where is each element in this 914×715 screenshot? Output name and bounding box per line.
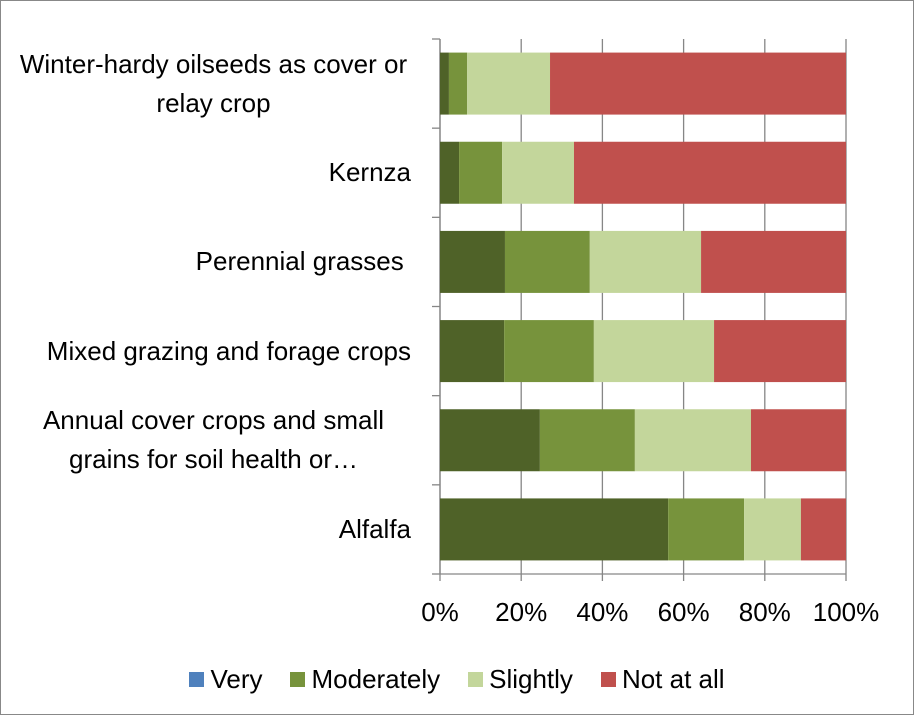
bar-segment [800, 498, 846, 561]
bar-segment [744, 498, 801, 561]
legend: Very Moderately Slightly Not at all [1, 661, 913, 697]
bar-segment [440, 498, 669, 561]
legend-swatch [600, 671, 616, 687]
x-tick-label: 0% [421, 597, 459, 627]
legend-label: Very [210, 663, 263, 694]
legend-swatch [189, 671, 205, 687]
bar-segment [750, 409, 846, 472]
category-label-box: Kernza [329, 128, 411, 217]
x-tick-label: 100% [813, 597, 880, 627]
bar-segment [440, 409, 540, 472]
x-tick-label: 40% [576, 597, 628, 627]
bar-segment [440, 52, 449, 115]
legend-item: Not at all [600, 663, 725, 695]
legend-swatch [468, 671, 484, 687]
bar-segment [714, 320, 846, 383]
category-label: Annual cover crops and small grains for … [42, 405, 392, 475]
bar-segment [589, 230, 702, 293]
category-label: Perennial grasses [195, 246, 411, 277]
legend-swatch [290, 671, 306, 687]
category-label-box: Winter-hardy oilseeds as cover or relay … [16, 39, 411, 128]
bar-segment [668, 498, 745, 561]
legend-label: Not at all [621, 663, 725, 694]
bar-segment [539, 409, 635, 472]
category-label: Alfalfa [338, 513, 411, 544]
bar-segment [634, 409, 751, 472]
legend-label: Moderately [311, 663, 441, 694]
legend-item: Moderately [290, 664, 440, 695]
legend-label: Slightly [489, 663, 573, 694]
category-label-box: Perennial grasses [196, 217, 411, 306]
category-label: Kernza [328, 157, 411, 188]
x-tick-label: 20% [495, 597, 547, 627]
category-label: Mixed grazing and forage crops [46, 335, 411, 366]
legend-item: Very [189, 664, 262, 695]
bar-segment [504, 320, 594, 383]
bar-segment [467, 52, 551, 115]
bar-segment [448, 52, 468, 115]
bar-segment [502, 141, 574, 204]
bar-segment [459, 141, 503, 204]
x-tick-label: 60% [658, 597, 710, 627]
category-label-box: Alfalfa [339, 485, 411, 574]
bar-segment [440, 320, 505, 383]
legend-item: Slightly [468, 664, 573, 695]
category-label-box: Annual cover crops and small grains for … [16, 396, 411, 485]
category-label: Winter-hardy oilseeds as cover or relay … [19, 48, 415, 118]
x-tick-label: 80% [739, 597, 791, 627]
bar-segment [550, 52, 846, 115]
bar-segment [504, 230, 590, 293]
bar-segment [440, 141, 460, 204]
bar-segment [573, 141, 846, 204]
bar-segment [440, 230, 505, 293]
category-label-box: Mixed grazing and forage crops [47, 307, 411, 396]
bar-segment [593, 320, 715, 383]
bar-segment [701, 230, 846, 293]
